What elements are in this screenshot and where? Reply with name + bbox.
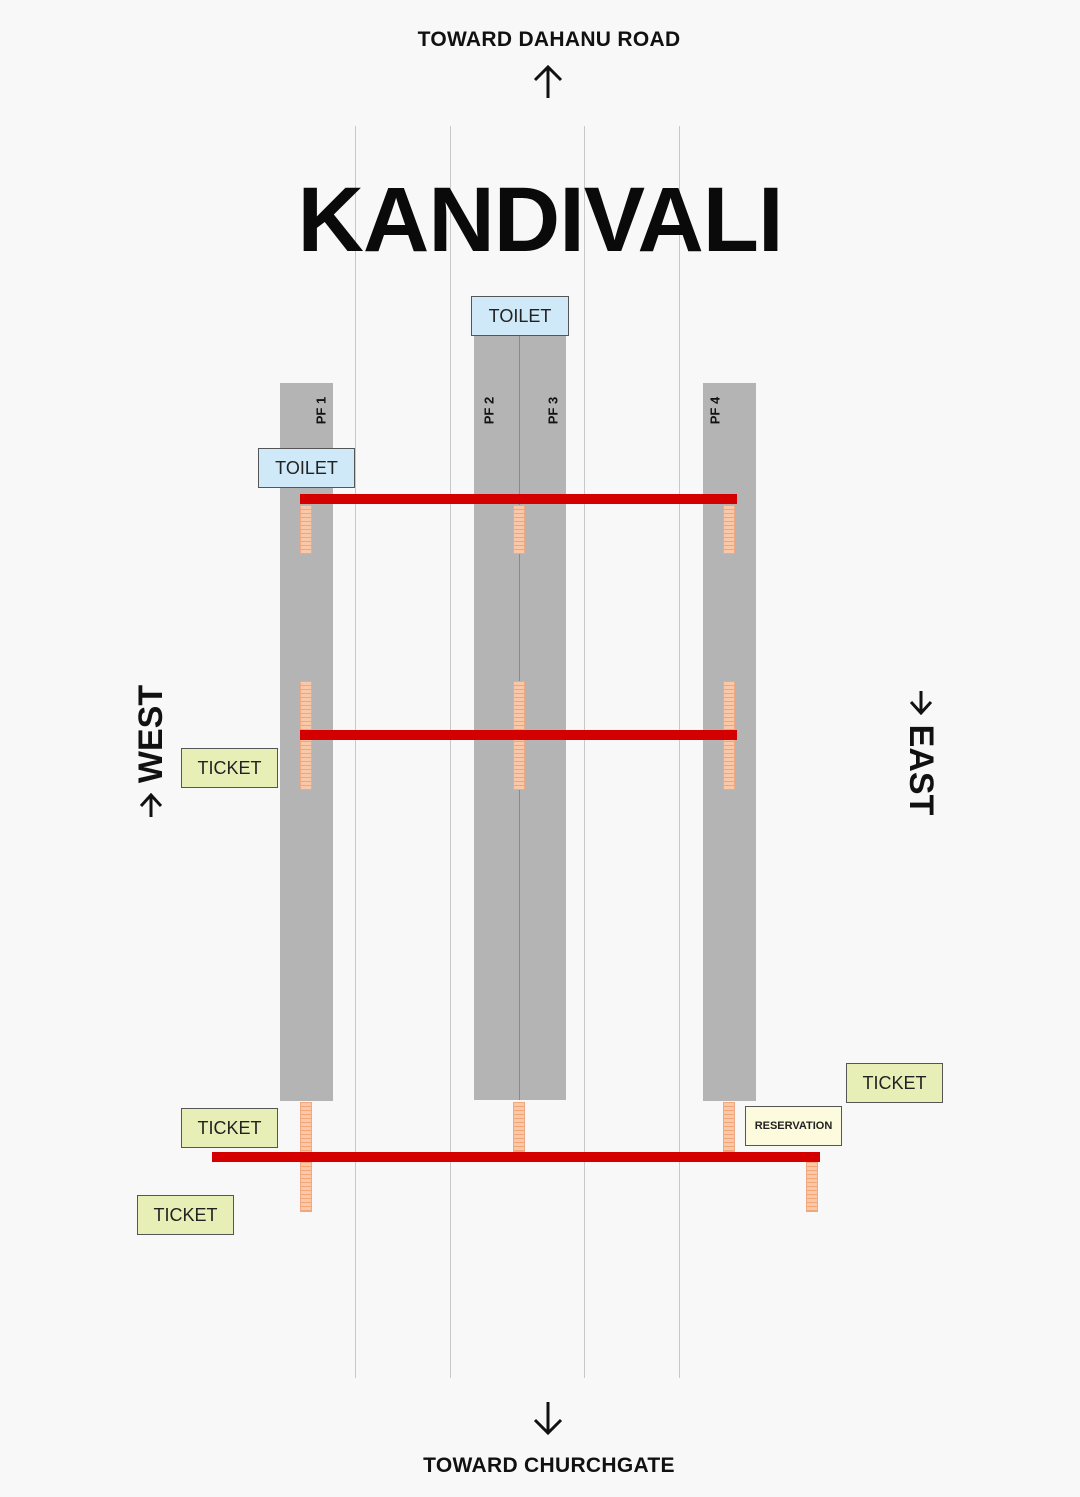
arrow-down-icon — [533, 1402, 563, 1436]
east-direction: EAST — [901, 652, 941, 852]
toilet-box-pf1: TOILET — [258, 448, 355, 488]
platform-4-label: PF 4 — [707, 396, 723, 425]
north-direction-label: TOWARD DAHANU ROAD — [417, 28, 681, 51]
ticket-counter-west-mid: TICKET — [181, 748, 278, 788]
east-label: EAST — [902, 724, 941, 816]
stairs — [513, 1102, 525, 1152]
reservation-counter: RESERVATION — [745, 1106, 842, 1146]
toilet-box-top: TOILET — [471, 296, 569, 336]
ticket-counter-east: TICKET — [846, 1063, 943, 1103]
ticket-counter-west-bottom: TICKET — [137, 1195, 234, 1235]
platform-1-label: PF 1 — [313, 396, 329, 425]
track-line — [450, 126, 451, 1378]
platform-2-label: PF 2 — [481, 396, 497, 425]
platform-3-label: PF 3 — [545, 396, 561, 425]
track-line — [679, 126, 680, 1378]
stairs — [806, 1162, 818, 1212]
arrow-east-icon — [909, 690, 933, 715]
track-line — [355, 126, 356, 1378]
stairs — [723, 505, 735, 554]
track-line — [584, 126, 585, 1378]
foot-over-bridge-south — [212, 1152, 820, 1162]
ticket-counter-west-lower: TICKET — [181, 1108, 278, 1148]
west-label: WEST — [131, 684, 170, 784]
arrow-up-icon — [533, 64, 563, 98]
foot-over-bridge-north — [300, 494, 737, 504]
stairs — [513, 505, 525, 554]
south-direction-label: TOWARD CHURCHGATE — [423, 1454, 675, 1477]
station-title: KANDIVALI — [297, 169, 783, 271]
west-direction: WEST — [131, 652, 171, 852]
foot-over-bridge-middle — [300, 730, 737, 740]
arrow-west-icon — [139, 793, 163, 818]
stairs — [300, 505, 312, 554]
stairs — [723, 1102, 735, 1152]
